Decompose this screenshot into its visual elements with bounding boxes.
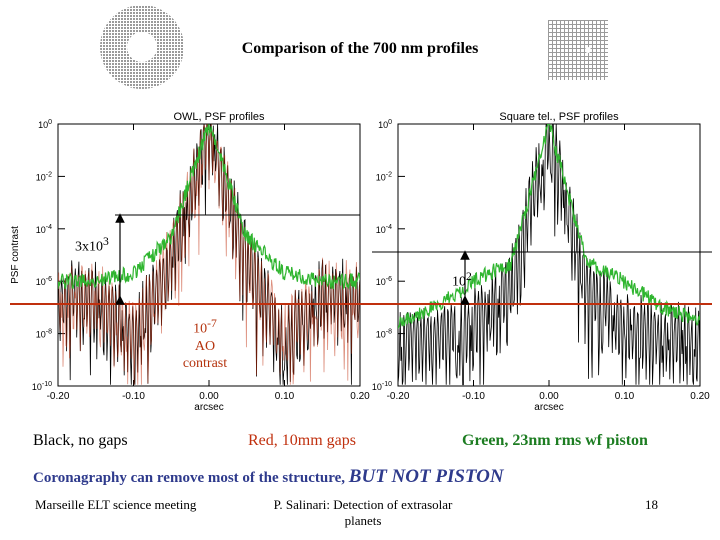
footer-event: Marseille ELT science meeting	[35, 497, 197, 512]
square-ratio-annotation: 102	[452, 270, 472, 291]
chart-square: Square tel., PSF profiles -0.20 -0.10 0.00 0…	[372, 111, 710, 413]
x-tick-label: -0.10	[462, 391, 485, 402]
page-title: Comparison of the 700 nm profiles	[241, 40, 479, 57]
footer-author: P. Salinari: Detection of extrasolar pla…	[273, 497, 453, 528]
series-line-red	[58, 124, 360, 385]
contrast-label: contrast	[182, 355, 228, 371]
y-tick-label: 10-8	[36, 329, 52, 340]
x-tick-label: 0.10	[615, 391, 635, 402]
series-line-green	[58, 124, 360, 290]
legend-red: Red, 10mm gaps	[248, 432, 356, 449]
conclusion-emphasis: BUT NOT PISTON	[348, 466, 504, 487]
y-tick-label: 100	[378, 119, 392, 130]
gap-ratio-exponent: 3	[103, 235, 109, 248]
y-tick-label: 10-6	[36, 276, 52, 287]
x-tick-label: 0.20	[690, 391, 710, 402]
y-tick-label: 10-2	[376, 171, 392, 182]
chart-title: OWL, PSF profiles	[173, 111, 265, 123]
x-tick-label: -0.20	[47, 391, 70, 402]
y-tick-label: 100	[38, 119, 52, 130]
series-line-black	[398, 124, 700, 386]
y-axis-label: PSF contrast	[10, 226, 21, 284]
series-line-green	[398, 124, 700, 329]
y-tick-label: 10-4	[36, 224, 52, 235]
ao-label: AO	[194, 338, 216, 354]
x-axis-label: arcsec	[194, 402, 223, 413]
y-tick-label: 10-8	[376, 329, 392, 340]
y-tick-label: 10-10	[372, 381, 392, 392]
owl-pupil-icon	[100, 5, 184, 89]
gap-ratio-annotation: 3x103	[75, 235, 109, 256]
chart-owl: OWL, PSF profiles -0.20 -0.10 0.00 0.10 0.20 a…	[10, 111, 370, 413]
gap-ratio-base: 3x10	[75, 239, 103, 255]
square-ratio-base: 10	[452, 274, 466, 290]
x-axis-label: arcsec	[534, 402, 563, 413]
chart-overlays	[10, 213, 712, 305]
x-tick-label: 0.00	[199, 391, 219, 402]
x-tick-label: 0.00	[539, 391, 559, 402]
x-tick-label: 0.10	[275, 391, 295, 402]
ao-contrast-exponent: -7	[207, 317, 217, 330]
x-tick-label: 0.20	[350, 391, 370, 402]
square-pupil-icon	[548, 20, 608, 80]
ao-contrast-annotation: 10-7 AO contrast	[160, 315, 250, 372]
x-tick-label: -0.20	[387, 391, 410, 402]
y-tick-label: 10-6	[376, 276, 392, 287]
y-tick-label: 10-2	[36, 171, 52, 182]
chart-title: Square tel., PSF profiles	[499, 111, 619, 123]
page-number: 18	[645, 497, 658, 512]
ao-contrast-base: 10	[193, 321, 208, 337]
legend-black: Black, no gaps	[33, 432, 128, 449]
y-tick-label: 10-4	[376, 224, 392, 235]
y-tick-label: 10-10	[32, 381, 52, 392]
legend-green: Green, 23nm rms wf piston	[462, 432, 648, 449]
square-ratio-exponent: 2	[466, 270, 472, 283]
x-tick-label: -0.10	[122, 391, 145, 402]
conclusion-text: Coronagraphy can remove most of the stru…	[33, 470, 346, 486]
conclusion: Coronagraphy can remove most of the stru…	[33, 466, 504, 488]
